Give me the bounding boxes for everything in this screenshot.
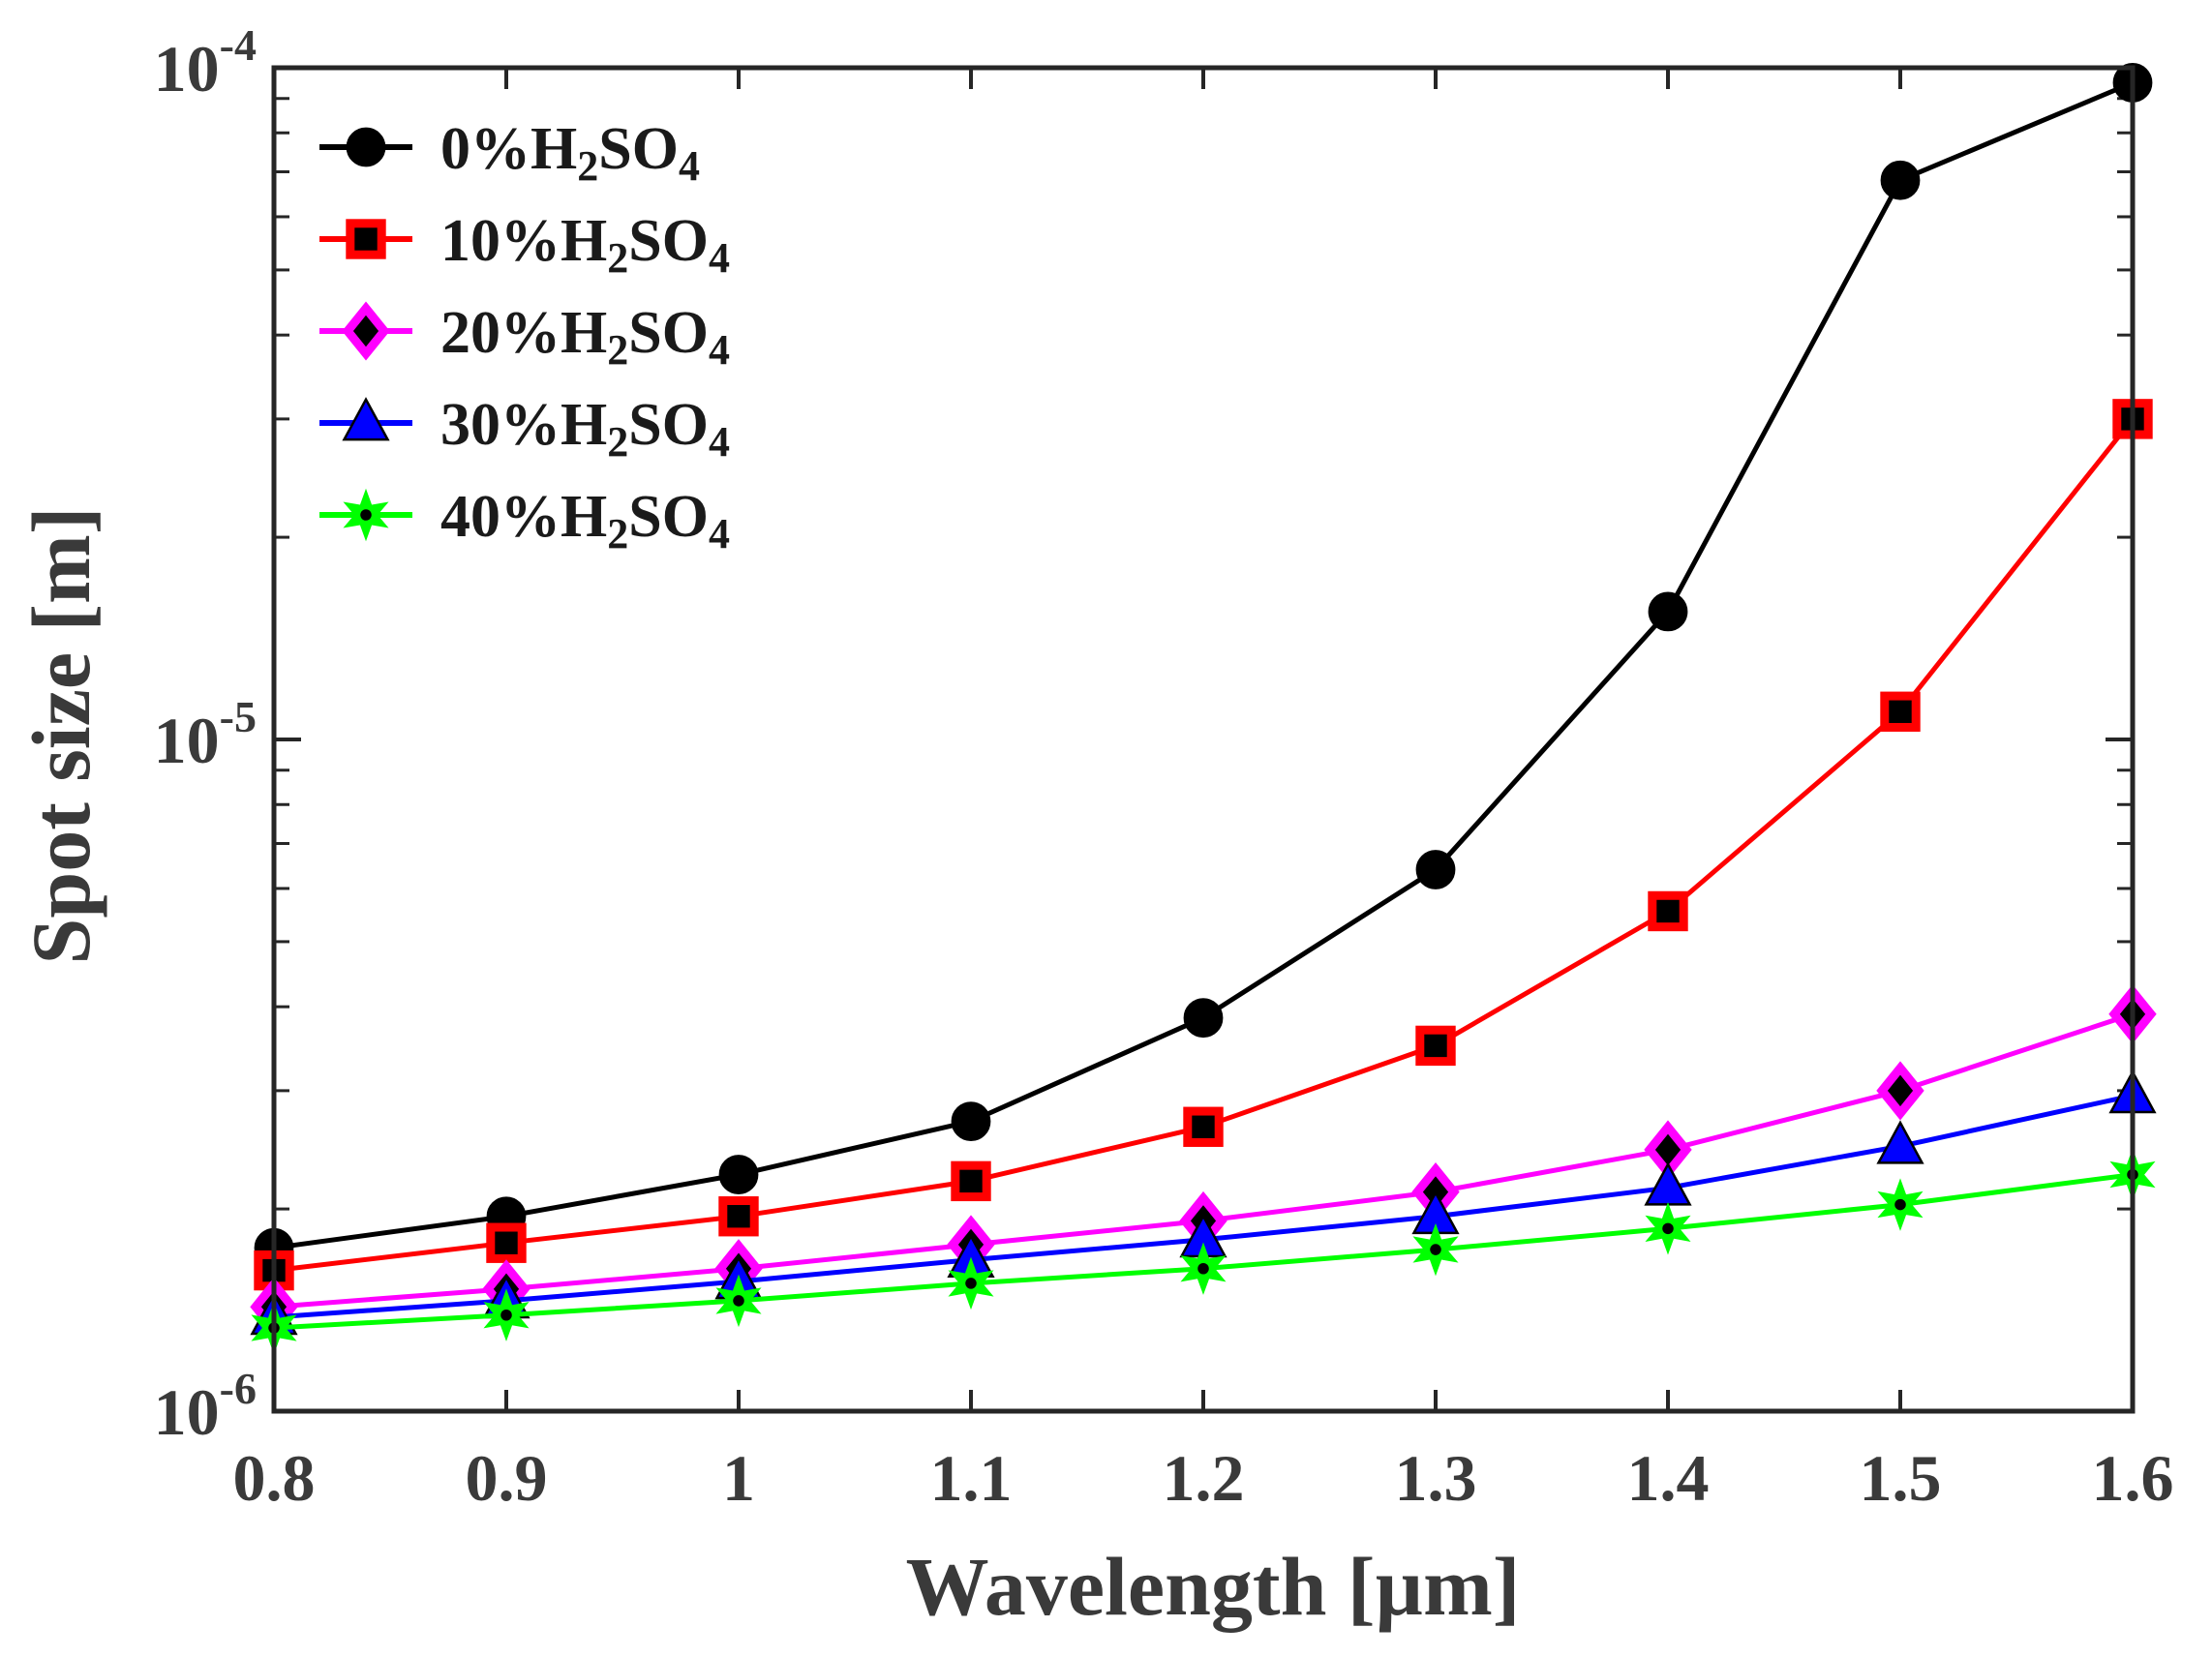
data-point [1876, 1061, 1924, 1121]
x-tick-label: 1.3 [1395, 1441, 1477, 1515]
y-tick-label: 10-4 [154, 20, 257, 105]
x-tick-label: 0.8 [233, 1441, 316, 1515]
data-point-center [360, 509, 372, 521]
y-tick-labels: 10-6 10-5 10-4 [154, 20, 257, 1449]
data-point-center [1662, 1222, 1674, 1235]
data-point [718, 1196, 759, 1237]
legend-label: 10%H2SO4 [440, 208, 730, 282]
plot-frame [271, 65, 2136, 1414]
y-axis-title: Spot size [m] [15, 507, 107, 965]
data-point [342, 301, 390, 361]
data-point [1880, 160, 1921, 200]
data-point [346, 127, 386, 167]
data-point [1880, 691, 1921, 732]
data-point [718, 1155, 759, 1194]
data-point [346, 219, 386, 259]
legend-item: 30%H2SO4 [319, 392, 730, 466]
x-tick-label: 1 [722, 1441, 755, 1515]
data-point-center [733, 1295, 744, 1307]
legend-label: 30%H2SO4 [440, 392, 730, 466]
series-layer [250, 63, 2157, 1355]
data-point [1415, 1025, 1456, 1067]
data-point-center [965, 1278, 977, 1289]
data-point-center [1894, 1198, 1906, 1211]
data-point [1183, 1106, 1224, 1147]
legend-label: 0%H2SO4 [440, 116, 700, 190]
data-point [1876, 1120, 1924, 1164]
data-point [486, 1222, 527, 1263]
data-point-center [1430, 1244, 1441, 1255]
data-point [1648, 591, 1688, 632]
x-tick-labels: 0.8 0.9 1 1.1 1.2 1.3 1.4 1.5 1.6 [233, 1441, 2174, 1515]
data-point [951, 1160, 991, 1202]
x-tick-label: 0.9 [466, 1441, 548, 1515]
x-tick-label: 1.6 [2092, 1441, 2174, 1515]
legend-label: 20%H2SO4 [440, 300, 730, 374]
data-point [1415, 850, 1456, 889]
x-tick-label: 1.2 [1163, 1441, 1245, 1515]
data-point [1183, 998, 1224, 1039]
x-axis-title: Wavelength [µm] [906, 1540, 1521, 1633]
x-tick-label: 1.1 [930, 1441, 1013, 1515]
legend-item: 10%H2SO4 [319, 208, 730, 282]
data-point-center [1197, 1262, 1209, 1275]
legend-item: 20%H2SO4 [319, 300, 730, 374]
legend-label: 40%H2SO4 [440, 484, 730, 557]
data-point [342, 397, 390, 441]
x-tick-label: 1.4 [1627, 1441, 1710, 1515]
legend: 0%H2SO4 10%H2SO4 20%H2SO4 30%H2SO4 40%H2SO4 [319, 116, 730, 557]
y-tick-label: 10-5 [154, 692, 257, 777]
data-point [951, 1101, 991, 1142]
x-tick-label: 1.5 [1860, 1441, 1942, 1515]
legend-item: 40%H2SO4 [319, 484, 730, 557]
data-point [1648, 890, 1688, 932]
data-point-center [500, 1309, 512, 1321]
legend-item: 0%H2SO4 [319, 116, 700, 190]
y-tick-label: 10-6 [154, 1364, 257, 1449]
